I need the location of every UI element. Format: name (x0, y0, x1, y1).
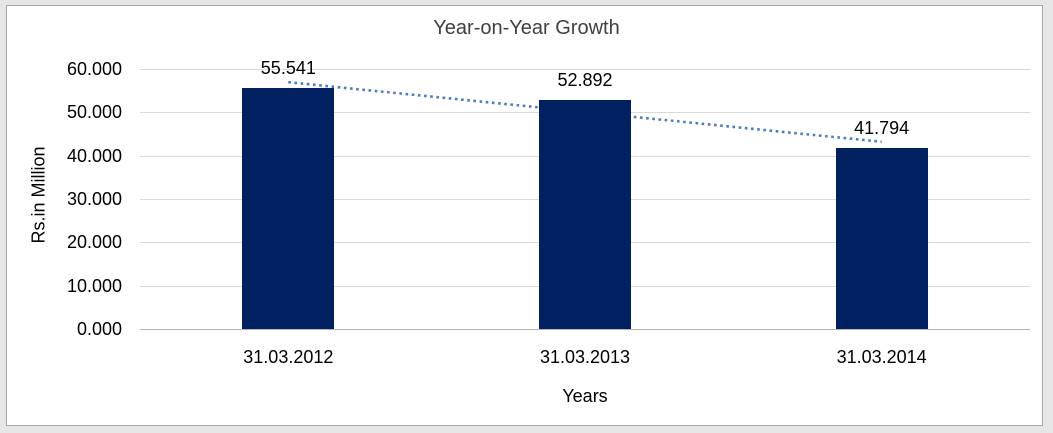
y-tick-label: 50.000 (66, 102, 122, 123)
bar (835, 147, 928, 329)
y-tick-label: 30.000 (66, 189, 122, 209)
x-tick-label: 31.03.2014 (836, 347, 927, 367)
bar (242, 88, 335, 329)
y-axis-title: Rs.in Million (28, 146, 49, 244)
y-tick-label: 0.000 (76, 319, 122, 339)
x-tick-label: 31.03.2013 (539, 347, 631, 367)
bar-value-label: 52.892 (557, 69, 613, 90)
gridline (140, 69, 1030, 70)
x-axis-line (140, 329, 1030, 330)
y-tick-label: 20.000 (66, 232, 122, 253)
bar (539, 99, 631, 329)
y-tick-label: 40.000 (66, 145, 122, 166)
x-axis-title: Years (562, 386, 608, 406)
y-tick-label: 10.000 (66, 275, 122, 296)
bar-value-label: 41.794 (854, 117, 910, 138)
bar-value-label: 55.541 (260, 58, 316, 79)
chart-title: Year-on-Year Growth (433, 17, 620, 39)
y-tick-label: 60.000 (66, 59, 122, 79)
x-tick-label: 31.03.2012 (243, 347, 334, 367)
